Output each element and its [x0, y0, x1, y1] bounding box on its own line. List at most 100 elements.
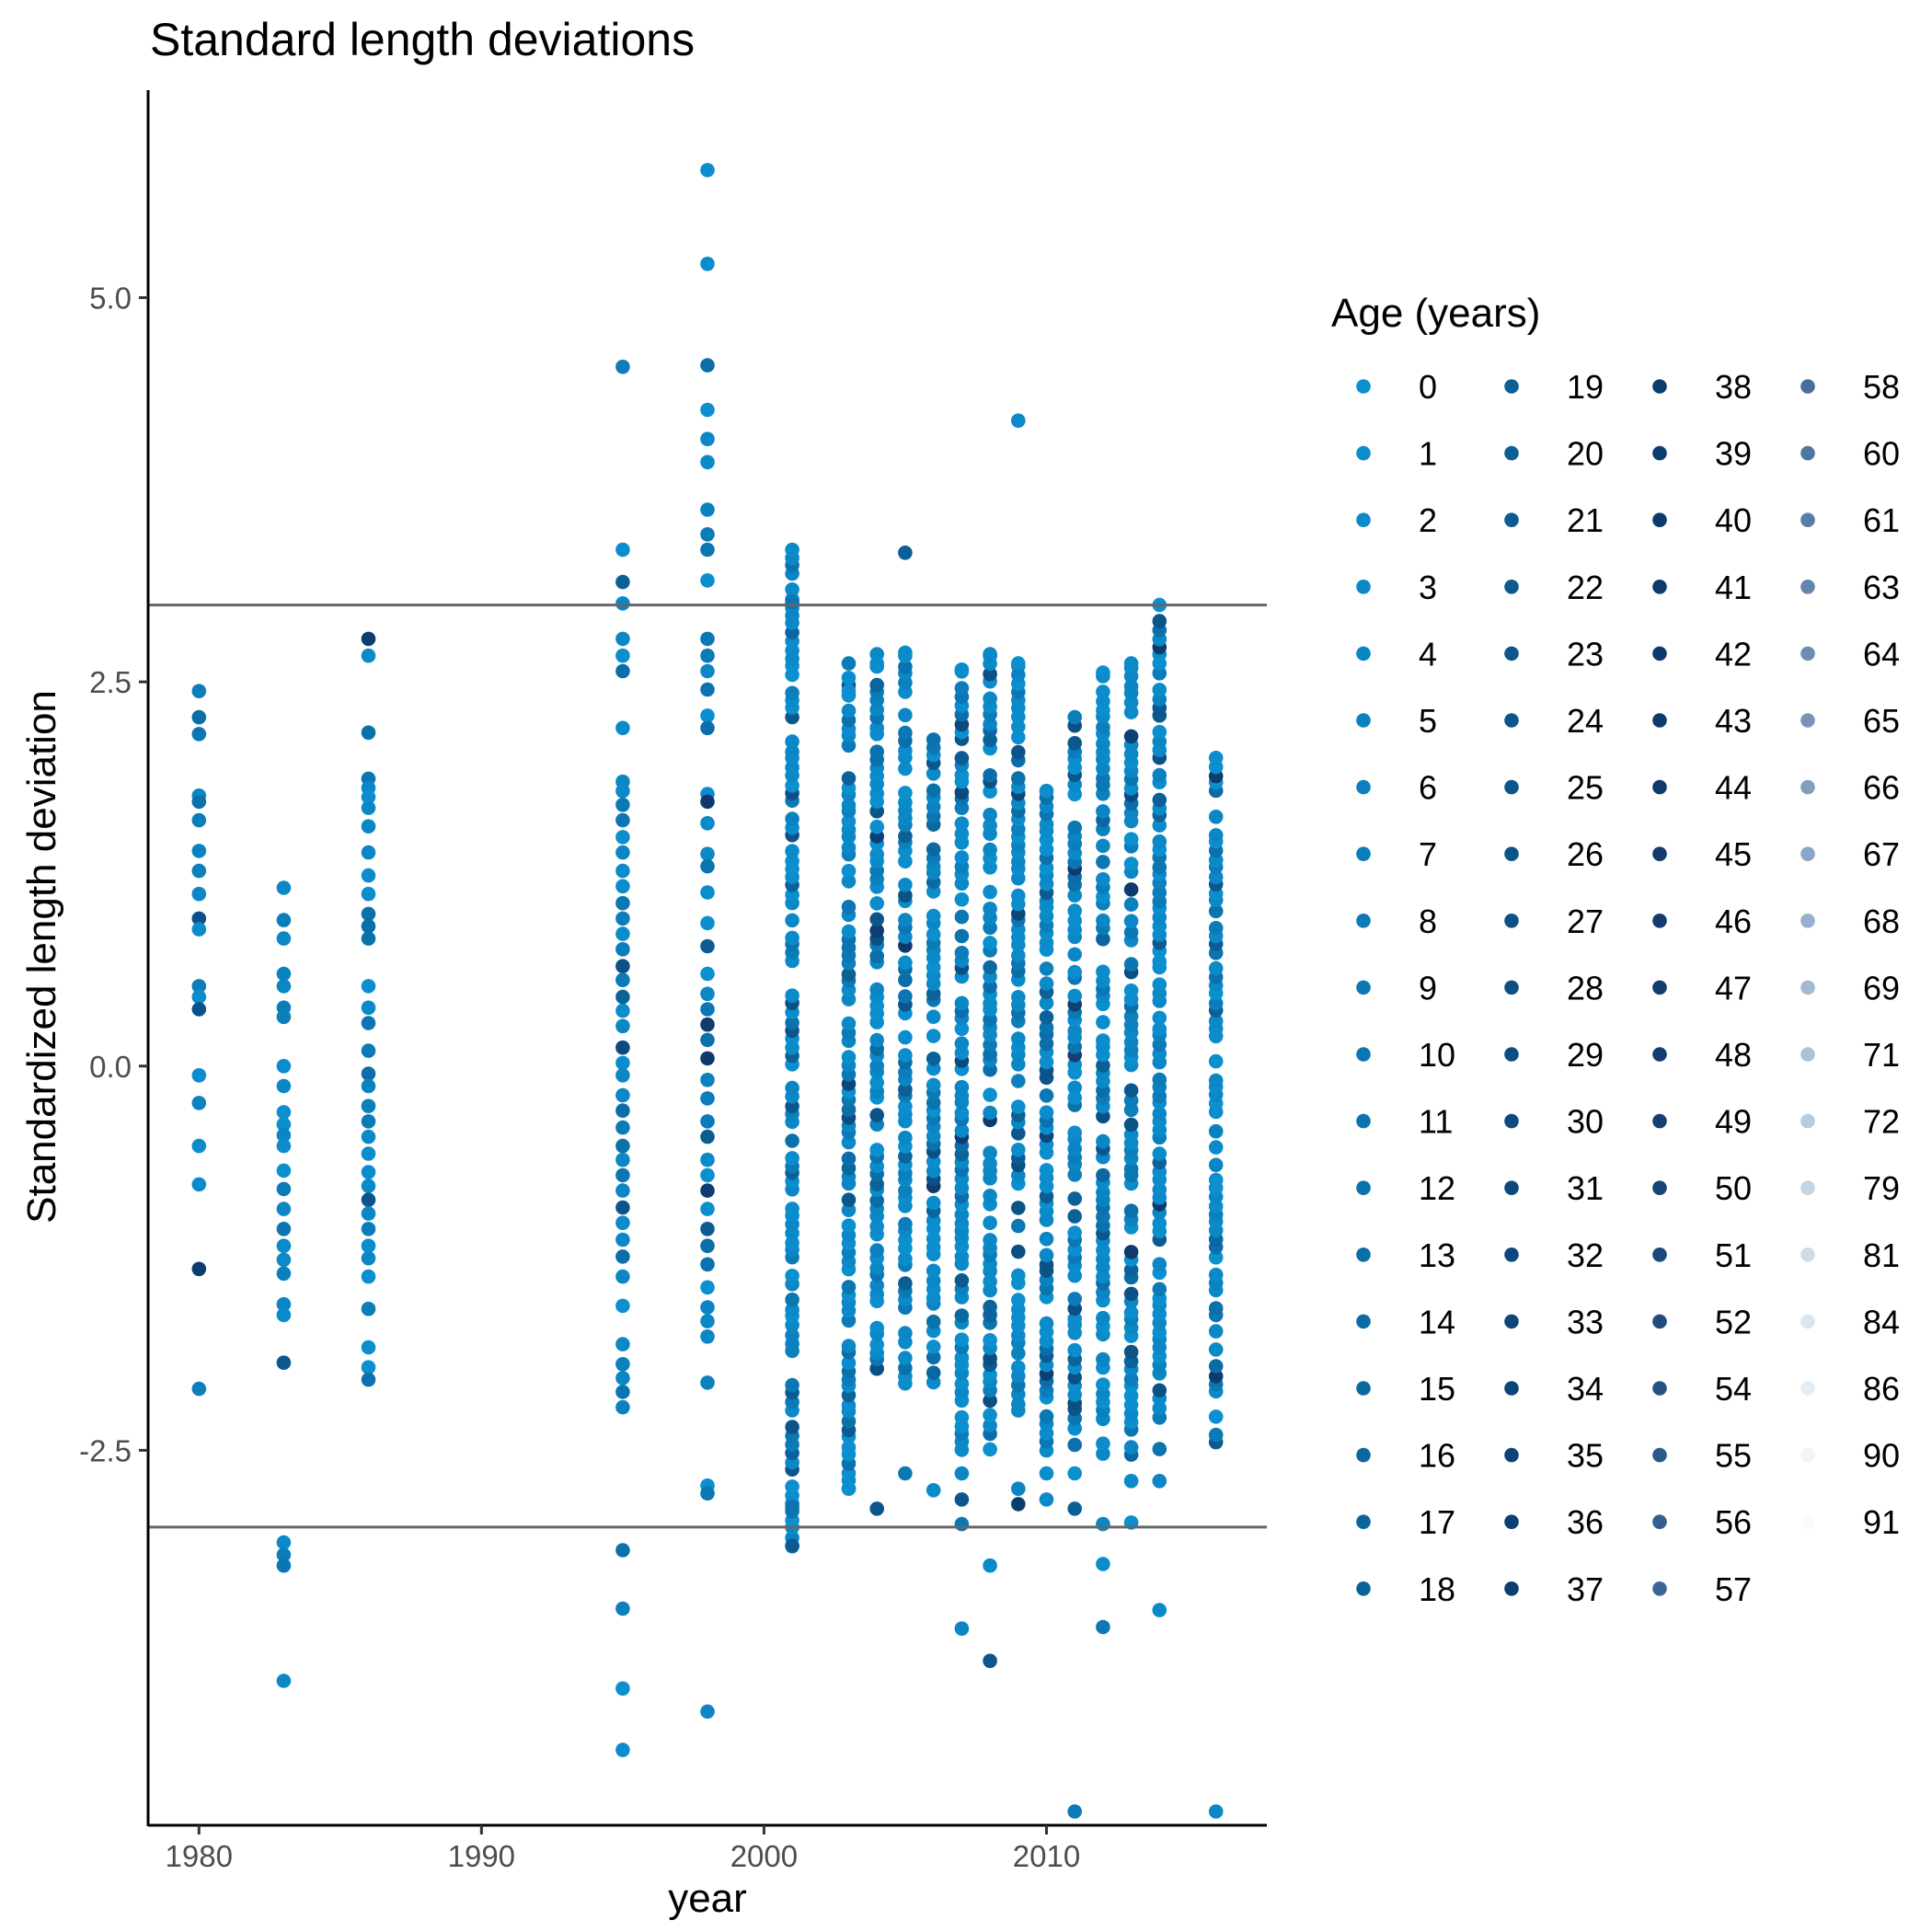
data-point [700, 1114, 715, 1129]
data-point [954, 1350, 970, 1365]
data-point [983, 1012, 997, 1027]
data-point [926, 783, 941, 799]
legend-label: 22 [1567, 569, 1604, 606]
data-point [983, 1653, 997, 1669]
legend-key [1504, 646, 1519, 661]
legend-key [1356, 713, 1371, 728]
data-point [1096, 665, 1110, 680]
data-point [869, 1337, 884, 1352]
data-point [785, 988, 799, 1003]
legend-label: 20 [1567, 435, 1604, 473]
data-point [954, 928, 970, 944]
data-point [700, 1073, 715, 1087]
data-point [191, 844, 207, 858]
data-point [191, 911, 207, 926]
data-point [898, 743, 913, 758]
data-point [1208, 810, 1224, 824]
data-point [869, 677, 884, 693]
data-point [954, 1376, 970, 1391]
legend-label: 72 [1863, 1103, 1900, 1141]
data-point [615, 989, 630, 1005]
data-point [700, 708, 715, 723]
data-point [1039, 860, 1054, 876]
data-point [983, 884, 997, 900]
data-point [700, 966, 715, 982]
data-point [841, 1050, 857, 1064]
legend-label: 41 [1715, 569, 1752, 606]
legend-label: 64 [1863, 635, 1900, 673]
legend-label: 29 [1567, 1036, 1604, 1074]
data-point [954, 751, 970, 765]
data-point [926, 1314, 941, 1329]
legend-key [1800, 1514, 1815, 1529]
legend-label: 86 [1863, 1370, 1900, 1408]
data-point [1067, 903, 1082, 918]
data-point [926, 986, 941, 1001]
legend-key [1504, 580, 1519, 594]
legend-label: 23 [1567, 635, 1604, 673]
data-point [785, 744, 799, 759]
legend-key [1504, 1314, 1519, 1329]
legend-label: 84 [1863, 1303, 1900, 1340]
data-point [841, 1218, 857, 1233]
data-point [361, 725, 376, 741]
legend-key [1504, 1581, 1519, 1596]
legend-key [1800, 1047, 1815, 1062]
data-point [1096, 838, 1110, 854]
legend-label: 27 [1567, 903, 1604, 940]
data-point [700, 682, 715, 697]
legend-label: 3 [1419, 569, 1437, 606]
data-point [700, 502, 715, 517]
data-point [926, 1273, 941, 1288]
data-point [841, 1192, 857, 1207]
legend-key [1356, 1248, 1371, 1262]
data-point [1152, 1072, 1167, 1087]
data-point [1152, 1442, 1167, 1456]
x-axis-title: year [668, 1876, 747, 1921]
data-point [1152, 767, 1167, 783]
data-point [361, 1250, 376, 1266]
data-point [1123, 1372, 1139, 1386]
data-point [1096, 913, 1110, 928]
data-point [1208, 828, 1224, 843]
data-point [898, 1251, 913, 1267]
data-point [983, 1367, 997, 1383]
data-point [1123, 1440, 1139, 1455]
x-tick-label: 2010 [1013, 1839, 1080, 1873]
legend-key [1504, 1381, 1519, 1396]
data-point [1011, 730, 1026, 745]
data-point [841, 1414, 857, 1429]
data-point [361, 1066, 376, 1081]
legend-key [1356, 1047, 1371, 1062]
data-point [700, 163, 715, 178]
data-point [983, 1393, 997, 1409]
data-point [700, 1183, 715, 1198]
data-point [1039, 976, 1054, 991]
legend-label: 61 [1863, 501, 1900, 539]
data-point [785, 930, 799, 946]
data-point [869, 744, 884, 759]
data-point [869, 923, 884, 938]
data-point [785, 582, 799, 597]
data-point [898, 1326, 913, 1340]
y-axis-title: Standardized length deviation [19, 690, 64, 1224]
data-point [361, 979, 376, 994]
data-point [926, 1213, 941, 1228]
legend-key [1356, 1113, 1371, 1129]
legend-key [1504, 846, 1519, 861]
data-point [898, 1361, 913, 1375]
data-point [700, 1091, 715, 1106]
legend-label: 58 [1863, 368, 1900, 406]
x-tick-label: 1980 [166, 1839, 233, 1873]
legend-key [1652, 1514, 1667, 1529]
data-point [954, 681, 970, 696]
legend-label: 63 [1863, 569, 1900, 606]
data-point [191, 794, 207, 810]
data-point [983, 842, 997, 857]
data-point [1067, 1125, 1082, 1141]
data-point [1067, 1501, 1082, 1516]
data-point [869, 1219, 884, 1234]
legend-label: 57 [1715, 1570, 1752, 1608]
data-point [1067, 1466, 1082, 1481]
data-point [841, 703, 857, 719]
